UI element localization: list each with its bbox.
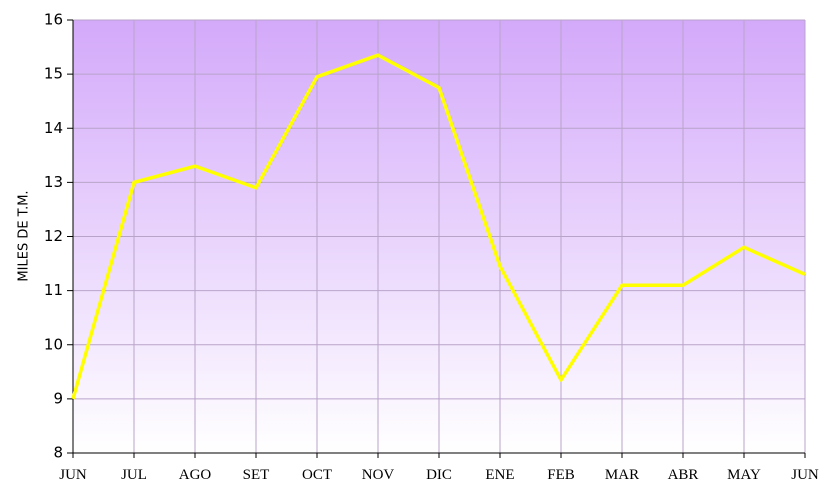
x-tick-label: JUN: [791, 467, 819, 483]
y-tick-label: 15: [44, 65, 63, 83]
y-tick-label: 9: [53, 389, 63, 407]
x-tick-label: MAY: [727, 467, 761, 483]
line-series: [71, 53, 806, 400]
y-tick-label: 14: [44, 119, 63, 137]
y-axis-label: MILES DE T.M.: [17, 190, 32, 281]
x-tick-label: SET: [243, 467, 270, 483]
x-tick-label: ENE: [485, 467, 514, 483]
x-tick-label: JUL: [121, 467, 147, 483]
x-tick-label: FEB: [547, 467, 575, 483]
y-tick-label: 10: [44, 335, 63, 353]
x-tick-label: MAR: [605, 467, 639, 483]
y-tick-label: 12: [44, 227, 63, 245]
y-tick-label: 8: [53, 444, 63, 462]
y-tick-label: 13: [44, 173, 63, 191]
y-tick-label: 16: [44, 11, 63, 29]
x-tick-label: ABR: [668, 467, 699, 483]
x-tick-label: OCT: [302, 467, 332, 483]
x-tick-label: AGO: [179, 467, 212, 483]
x-tick-label: DIC: [426, 467, 452, 483]
x-tick-label: NOV: [362, 467, 395, 483]
y-tick-label: 11: [44, 281, 63, 299]
x-tick-label: JUN: [59, 467, 87, 483]
